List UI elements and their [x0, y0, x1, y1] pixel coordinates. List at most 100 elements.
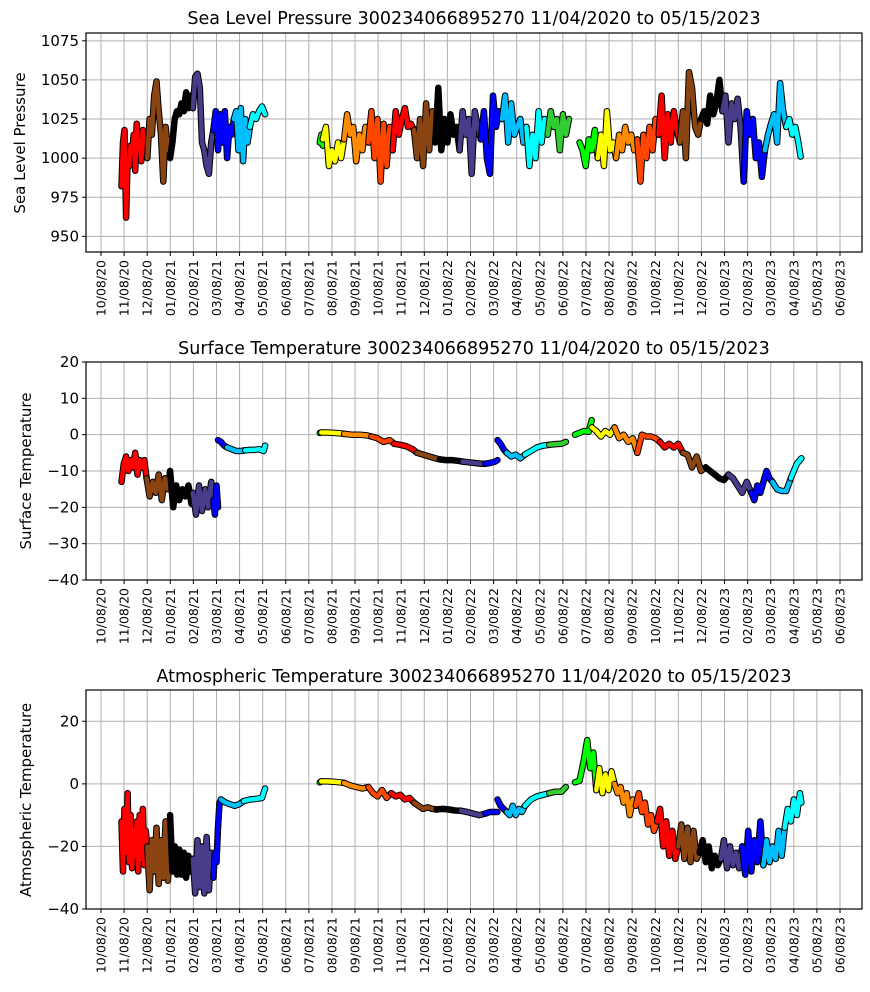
x-tick-label: 04/08/23 [786, 588, 801, 644]
series-segment-9 [341, 780, 371, 791]
series-segment-19 [546, 784, 569, 796]
x-tick-label: 12/08/22 [694, 588, 709, 644]
series-segment-28 [762, 80, 789, 153]
series-segment-23 [612, 425, 640, 456]
y-tick-label: −40 [47, 571, 79, 589]
series-segment-12 [391, 441, 420, 456]
x-tick-label: 06/08/22 [555, 917, 570, 973]
x-tick-label: 02/08/23 [740, 917, 755, 973]
series-segment-21 [613, 124, 640, 161]
x-tick-label: 02/08/23 [740, 588, 755, 644]
series-segment-13 [434, 806, 464, 814]
x-tick-label: 06/08/23 [833, 917, 848, 973]
x-tick-label: 02/08/22 [463, 260, 478, 316]
x-tick-label: 06/08/21 [278, 260, 293, 316]
series-segment-0 [119, 450, 149, 485]
series-segment-7 [243, 443, 268, 454]
series-segment-29 [761, 825, 787, 868]
x-tick-label: 05/08/21 [255, 917, 270, 973]
series-segment-18 [545, 108, 572, 153]
series-segment-26 [680, 450, 708, 474]
x-tick-label: 05/08/22 [532, 588, 547, 644]
x-tick-label: 09/08/21 [348, 917, 363, 973]
x-tick-label: 03/08/21 [209, 588, 224, 644]
x-tick-label: 11/08/20 [117, 588, 132, 644]
y-tick-label: −10 [47, 462, 79, 480]
series-segment-9 [319, 430, 347, 437]
x-tick-label: 02/08/21 [186, 260, 201, 316]
y-tick-label: 1000 [41, 149, 79, 167]
series-segment-29 [783, 116, 803, 159]
x-tick-label: 06/08/23 [833, 260, 848, 316]
x-tick-label: 03/08/23 [763, 917, 778, 973]
y-tick-label: 0 [69, 775, 79, 793]
x-tick-label: 11/08/22 [671, 260, 686, 316]
y-tick-label: 0 [69, 426, 79, 444]
x-tick-label: 03/08/21 [209, 917, 224, 973]
series-segment-14 [457, 108, 484, 177]
x-tick-label: 10/08/20 [94, 588, 109, 644]
series-segment-10 [366, 784, 394, 801]
series-segment-9 [341, 112, 371, 164]
x-tick-label: 05/08/23 [809, 588, 824, 644]
data-series [118, 416, 805, 518]
x-tick-label: 12/08/21 [417, 917, 432, 973]
x-tick-label: 12/08/20 [140, 260, 155, 316]
x-tick-label: 10/08/22 [648, 588, 663, 644]
x-tick-label: 12/08/22 [694, 260, 709, 316]
x-tick-label: 04/08/23 [786, 917, 801, 973]
y-tick-label: 950 [50, 227, 79, 245]
y-axis-label: Surface Temperature [17, 393, 35, 550]
y-tick-label: 1050 [41, 71, 79, 89]
sea-level-pressure-panel: Sea Level Pressure 300234066895270 11/04… [11, 9, 863, 316]
series-segment-6 [247, 104, 268, 130]
x-tick-label: 10/08/21 [371, 588, 386, 644]
x-tick-label: 09/08/22 [625, 917, 640, 973]
x-tick-label: 03/08/22 [486, 588, 501, 644]
x-tick-label: 04/08/22 [509, 260, 524, 316]
x-tick-label: 03/08/23 [763, 588, 778, 644]
x-tick-label: 11/08/20 [117, 260, 132, 316]
x-tick-label: 08/08/21 [324, 917, 339, 973]
series-segment-23 [633, 790, 660, 834]
y-tick-label: −20 [47, 498, 79, 516]
series-segment-25 [676, 822, 702, 865]
x-tick-label: 03/08/22 [486, 917, 501, 973]
x-tick-label: 08/08/21 [324, 588, 339, 644]
series-segment-28 [726, 472, 754, 496]
series-segment-10 [366, 108, 395, 184]
x-tick-label: 08/08/21 [324, 260, 339, 316]
series-segment-30 [770, 476, 794, 494]
x-tick-label: 06/08/22 [555, 260, 570, 316]
y-tick-label: 10 [60, 389, 79, 407]
series-segment-25 [698, 77, 725, 126]
x-tick-label: 02/08/22 [463, 917, 478, 973]
x-tick-label: 01/08/23 [717, 917, 732, 973]
x-tick-label: 01/08/21 [163, 260, 178, 316]
series-segment-31 [788, 456, 804, 481]
x-tick-label: 12/08/22 [694, 917, 709, 973]
series-segment-17 [524, 108, 550, 169]
x-tick-label: 02/08/21 [186, 588, 201, 644]
chart-title: Atmospheric Temperature 300234066895270 … [156, 667, 791, 687]
x-tick-label: 08/08/22 [602, 260, 617, 316]
series-segment-4 [211, 483, 221, 517]
series-segment-16 [483, 457, 500, 466]
series-segment-27 [718, 837, 745, 871]
grid-lines [86, 361, 862, 581]
y-tick-label: −30 [47, 535, 79, 553]
x-tick-label: 03/08/22 [486, 260, 501, 316]
plot-frame [85, 689, 863, 910]
series-segment-3 [190, 71, 216, 177]
x-tick-label: 10/08/20 [94, 917, 109, 973]
series-segment-21 [594, 765, 617, 796]
series-segment-14 [458, 808, 488, 818]
x-tick-label: 10/08/21 [371, 260, 386, 316]
y-tick-label: 20 [60, 353, 79, 371]
x-tick-label: 04/08/22 [509, 588, 524, 644]
series-segment-18 [504, 450, 528, 461]
x-tick-label: 01/08/21 [163, 917, 178, 973]
series-segment-18 [522, 790, 552, 809]
series-segment-19 [577, 127, 601, 169]
x-tick-label: 11/08/21 [394, 260, 409, 316]
